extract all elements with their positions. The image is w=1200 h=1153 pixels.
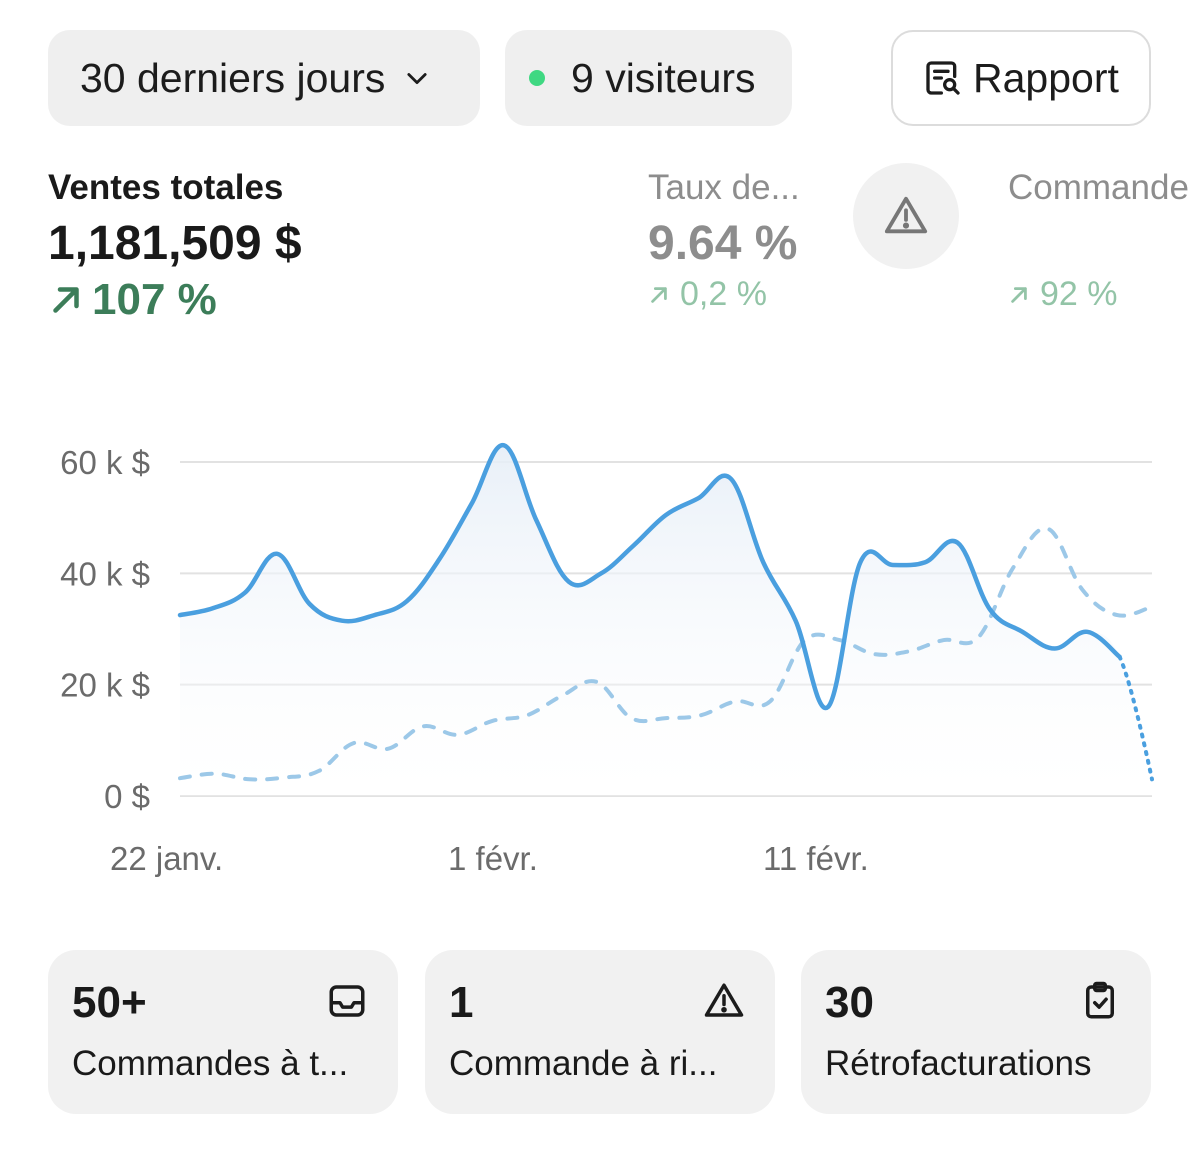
date-range-dropdown[interactable]: 30 derniers jours [48, 30, 480, 126]
metric-warning-button[interactable] [853, 163, 959, 269]
live-visitors-button[interactable]: 9 visiteurs [505, 30, 792, 126]
card-orders-to-fulfill[interactable]: 50+ Commandes à t... [48, 950, 398, 1114]
metric-conversion-rate[interactable]: Taux de... 9.64 % 0,2 % [648, 168, 800, 314]
card-label: Commandes à t... [72, 1044, 349, 1083]
warning-icon [703, 980, 745, 1027]
x-tick-label: 1 févr. [448, 840, 538, 877]
card-label: Commande à ri... [449, 1044, 718, 1083]
x-tick-label: 22 janv. [110, 840, 223, 877]
report-icon [923, 58, 963, 98]
metric-orders[interactable]: Commande 92 % [1008, 168, 1200, 314]
x-tick-label: 11 févr. [763, 840, 869, 877]
metric-value-redacted [1008, 216, 1200, 271]
card-chargebacks[interactable]: 30 Rétrofacturations [801, 950, 1151, 1114]
metric-delta: 107 % [48, 275, 302, 325]
y-tick-label: 60 k $ [60, 444, 150, 481]
arrow-up-right-icon [48, 282, 84, 318]
card-risk-order[interactable]: 1 Commande à ri... [425, 950, 775, 1114]
metric-label: Taux de... [648, 168, 800, 207]
current-series-line-partial [1117, 654, 1154, 782]
live-status-dot [529, 70, 545, 86]
metric-delta-value: 0,2 % [680, 275, 767, 313]
metric-label: Ventes totales [48, 168, 284, 207]
metric-delta-value: 107 % [92, 275, 217, 324]
visitors-label: 9 visiteurs [571, 54, 756, 101]
metric-delta: 92 % [1008, 275, 1200, 314]
metric-total-sales[interactable]: Ventes totales 1,181,509 $ 107 % [48, 168, 302, 325]
clipboard-check-icon [1079, 980, 1121, 1027]
card-number: 1 [449, 978, 474, 1027]
y-tick-label: 40 k $ [60, 555, 150, 592]
y-tick-label: 0 $ [104, 778, 150, 815]
y-tick-label: 20 k $ [60, 667, 150, 704]
card-number: 30 [825, 978, 874, 1027]
date-range-label: 30 derniers jours [80, 54, 386, 101]
metric-value: 9.64 % [648, 217, 798, 270]
current-series-area [180, 445, 1152, 796]
chevron-down-icon [403, 64, 431, 92]
metric-label: Commande [1008, 168, 1189, 207]
report-label: Rapport [973, 54, 1119, 101]
warning-icon [883, 193, 929, 239]
card-label: Rétrofacturations [825, 1044, 1092, 1083]
metric-delta: 0,2 % [648, 275, 800, 314]
sales-line-chart[interactable]: 60 k $ 40 k $ 20 k $ 0 $ 22 janv. 1 févr. 11 … [0, 420, 1200, 900]
arrow-up-right-icon [648, 284, 670, 306]
metric-delta-value: 92 % [1040, 275, 1118, 313]
current-series-line [177, 443, 1122, 711]
metric-value: 1,181,509 $ [48, 217, 302, 270]
arrow-up-right-icon [1008, 284, 1030, 306]
report-button[interactable]: Rapport [891, 30, 1151, 126]
inbox-icon [326, 980, 368, 1027]
card-number: 50+ [72, 978, 147, 1027]
